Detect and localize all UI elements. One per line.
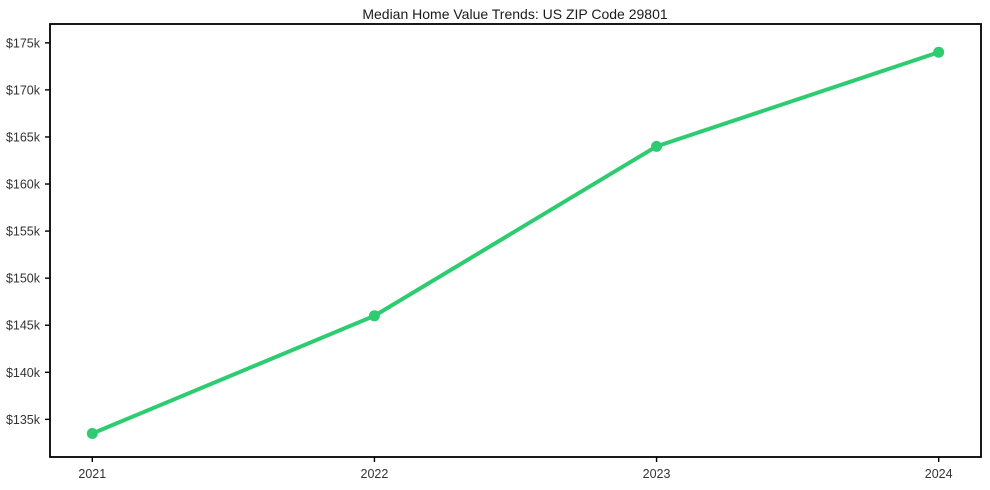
x-tick-label: 2022 <box>361 467 389 481</box>
data-point <box>651 140 663 152</box>
plot-border <box>49 23 982 458</box>
x-tick-label: 2023 <box>643 467 671 481</box>
y-tick-label: $140k <box>6 366 41 380</box>
y-tick-label: $145k <box>6 319 41 333</box>
data-point <box>368 310 380 322</box>
x-tick-label: 2024 <box>925 467 953 481</box>
y-tick-label: $150k <box>6 272 41 286</box>
y-tick-label: $155k <box>6 225 41 239</box>
x-tick-label: 2021 <box>78 467 106 481</box>
data-point <box>933 46 945 58</box>
y-tick-label: $165k <box>6 130 41 144</box>
plot-area: $135k $140k $145k $150k $155k $160k $165k $170k… <box>6 23 982 481</box>
data-point <box>86 427 98 439</box>
y-tick-label: $175k <box>6 36 41 50</box>
y-tick-label: $170k <box>6 83 41 97</box>
trend-line <box>90 50 941 436</box>
chart-title: Median Home Value Trends: US ZIP Code 29… <box>362 6 668 22</box>
y-tick-label: $160k <box>6 178 41 192</box>
y-tick-label: $135k <box>6 413 41 427</box>
